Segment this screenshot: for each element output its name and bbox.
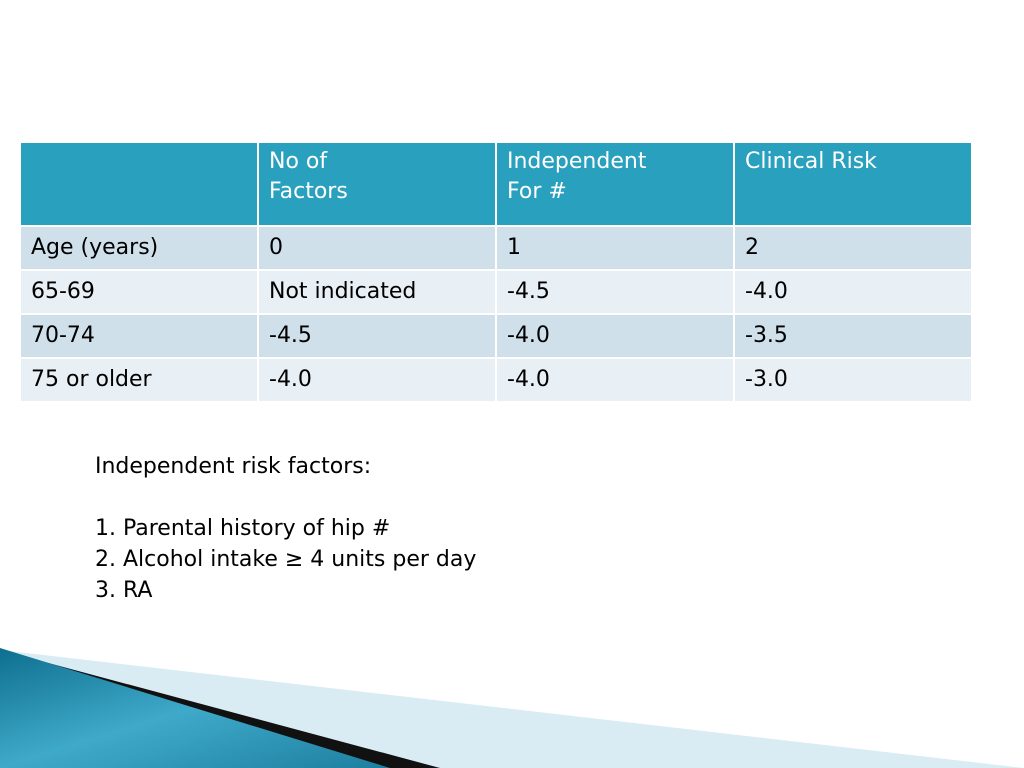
risk-factors-notes: Independent risk factors: 1. Parental hi… (95, 451, 476, 606)
table-cell: 0 (257, 225, 497, 271)
table-cell: Age (years) (19, 225, 259, 271)
table-cell: -4.5 (257, 313, 497, 359)
header-cell-no-of-factors: No of Factors (257, 141, 497, 227)
table-cell: Not indicated (257, 269, 497, 315)
header-cell-independent: Independent For # (495, 141, 735, 227)
table-header-row: No of Factors Independent For # Clinical… (19, 141, 973, 227)
table-row: 75 or older -4.0 -4.0 -3.0 (19, 357, 973, 403)
table-cell: -3.5 (733, 313, 973, 359)
risk-table: No of Factors Independent For # Clinical… (19, 141, 973, 403)
decorative-swoosh (0, 648, 1024, 768)
table-row: Age (years) 0 1 2 (19, 225, 973, 271)
table-cell: 70-74 (19, 313, 259, 359)
table-cell: -4.0 (257, 357, 497, 403)
table-cell: -3.0 (733, 357, 973, 403)
table-row: 70-74 -4.5 -4.0 -3.5 (19, 313, 973, 359)
table-cell: -4.0 (733, 269, 973, 315)
table-cell: 75 or older (19, 357, 259, 403)
table-cell: -4.5 (495, 269, 735, 315)
table-cell: 1 (495, 225, 735, 271)
list-item: 1. Parental history of hip # (95, 516, 391, 541)
list-item: 2. Alcohol intake ≥ 4 units per day (95, 547, 477, 572)
table-row: 65-69 Not indicated -4.5 -4.0 (19, 269, 973, 315)
header-cell-empty (19, 141, 259, 227)
table-cell: -4.0 (495, 357, 735, 403)
swoosh-teal-band (0, 648, 390, 768)
header-cell-clinical-risk: Clinical Risk (733, 141, 973, 227)
notes-heading: Independent risk factors: (95, 454, 372, 479)
table-cell: 2 (733, 225, 973, 271)
list-item: 3. RA (95, 578, 153, 603)
table-cell: 65-69 (19, 269, 259, 315)
table-cell: -4.0 (495, 313, 735, 359)
